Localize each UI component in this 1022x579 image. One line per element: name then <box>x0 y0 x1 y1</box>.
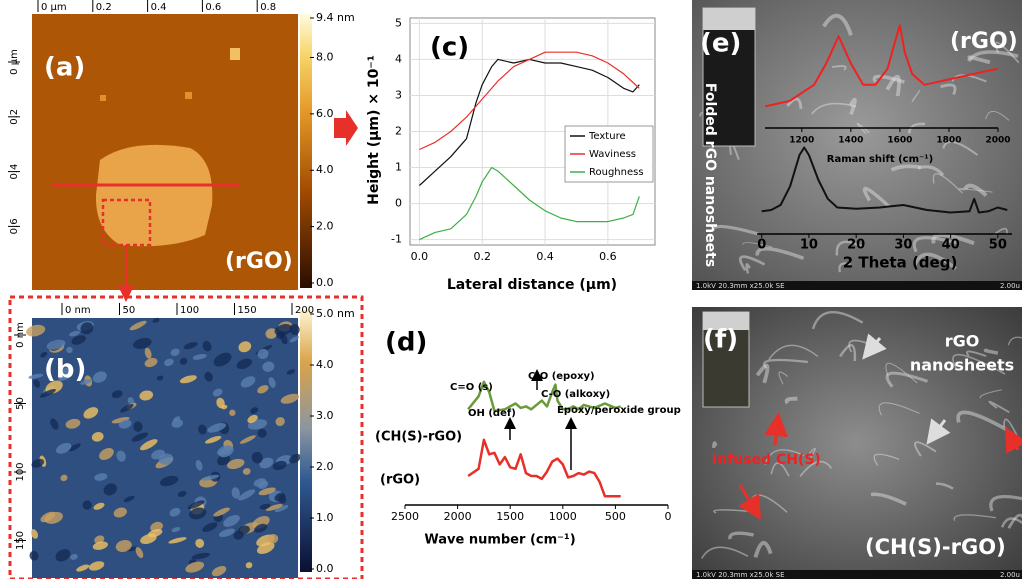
colorbar-label: 4.0 <box>316 358 334 371</box>
x-tick-label: 0.4 <box>151 2 167 13</box>
x-tick-label: 2000 <box>444 510 472 523</box>
x-tick-label: 20 <box>847 238 865 253</box>
colorbar-label: 0.0 <box>316 562 334 575</box>
x-tick-label: 0 nm <box>65 305 91 316</box>
x-tick-label: 1400 <box>838 136 863 146</box>
colorbar-label: 2.0 <box>316 220 334 233</box>
y-tick-label: 1 <box>395 161 402 174</box>
x-tick-label: 0.6 <box>205 2 221 13</box>
x-tick-label: 1000 <box>549 510 577 523</box>
colorbar-label: 6.0 <box>316 107 334 120</box>
series-label: (rGO) <box>380 473 420 488</box>
x-tick-label: 50 <box>123 305 136 316</box>
colorbar-label: 5.0 nm <box>316 307 355 320</box>
panel-label: (d) <box>385 328 427 358</box>
x-tick-label: 40 <box>942 238 960 253</box>
x-tick-label: 50 <box>989 238 1007 253</box>
x-tick-label: 0 <box>757 238 766 253</box>
y-tick-label: 0.4 <box>9 164 20 180</box>
x-tick-label: 1500 <box>496 510 524 523</box>
y-tick-label: 100 <box>15 462 26 481</box>
x-tick-label: 0.8 <box>260 2 276 13</box>
legend-label: Waviness <box>589 149 636 160</box>
sample-label: (CH(S)-rGO) <box>865 535 1006 559</box>
y-tick-label: -1 <box>391 233 402 246</box>
x-tick-label: 1600 <box>887 136 912 146</box>
x-tick-label: 100 <box>180 305 199 316</box>
y-tick-label: 0 <box>395 197 402 210</box>
annotation: C=O (s) <box>450 382 493 393</box>
afm-particle <box>100 95 106 101</box>
x-tick-label: 2500 <box>391 510 419 523</box>
colorbar <box>300 310 312 572</box>
x-tick-label: 0.0 <box>411 250 429 263</box>
x-tick-label: 0.2 <box>96 2 112 13</box>
legend-label: Texture <box>588 131 626 142</box>
rgo-flake <box>96 145 212 246</box>
colorbar-label: 0.0 <box>316 276 334 289</box>
series-label: (CH(S)-rGO) <box>375 430 462 445</box>
sem-scale: 2.00u <box>1000 571 1020 579</box>
sheet-fold <box>714 443 716 448</box>
y-tick-label: 50 <box>15 397 26 410</box>
y-axis-label: Height (µm) × 10⁻¹ <box>366 55 382 205</box>
panel-label: (c) <box>430 33 469 63</box>
colorbar-label: 4.0 <box>316 163 334 176</box>
x-tick-label: 0.6 <box>599 250 617 263</box>
sem-info: 1.0kV 20.3mm x25.0k SE <box>696 571 785 579</box>
y-tick-label: 0.2 <box>9 109 20 125</box>
x-tick-label: 0 <box>665 510 672 523</box>
x-axis-label: 2 Theta (deg) <box>843 254 958 272</box>
y-tick-label: 0.6 <box>9 218 20 234</box>
x-tick-label: 150 <box>238 305 257 316</box>
x-tick-label: 1800 <box>936 136 961 146</box>
colorbar-label: 9.4 nm <box>316 11 355 24</box>
sem-scale: 2.00u <box>1000 282 1020 290</box>
vial-cap <box>703 8 755 30</box>
panel-label: (e) <box>700 29 741 59</box>
y-tick-label: 3 <box>395 88 402 101</box>
sample-label: (rGO) <box>950 29 1018 54</box>
afm-particle <box>185 92 192 99</box>
data-line <box>468 440 621 497</box>
panel-label: (f) <box>703 325 738 355</box>
y-tick-label: 150 <box>15 531 26 550</box>
y-tick-label: 0 µm <box>9 49 20 75</box>
x-tick-label: 1200 <box>789 136 814 146</box>
y-tick-label: 2 <box>395 125 402 138</box>
x-tick-label: 2000 <box>985 136 1010 146</box>
y-tick-label: 4 <box>395 52 402 65</box>
annotation: OH (def) <box>468 408 516 419</box>
legend-label: Roughness <box>589 167 644 178</box>
colorbar-label: 3.0 <box>316 409 334 422</box>
x-tick-label: 10 <box>800 238 818 253</box>
x-tick-label: 500 <box>605 510 626 523</box>
x-axis-label: Raman shift (cm⁻¹) <box>827 154 933 165</box>
annotation: C-O (alkoxy) <box>541 389 610 400</box>
panel-label: (b) <box>44 355 86 385</box>
sem-label: rGO <box>945 332 980 351</box>
colorbar-label: 2.0 <box>316 460 334 473</box>
x-tick-label: 30 <box>894 238 912 253</box>
x-axis-label: Lateral distance (µm) <box>447 277 617 293</box>
x-tick-label: 0.4 <box>536 250 554 263</box>
figure: 0 µm 0.2 0.4 0.6 0.8 0 µm 0.2 0.4 0.6 9.4 nm 8.0 6.… <box>0 0 1022 579</box>
caption: Folded rGO nanosheets <box>702 83 718 267</box>
annotation: C-O (epoxy) <box>528 371 595 382</box>
annotation: Epoxy/peroxide group <box>557 405 681 416</box>
afm-particle <box>230 48 240 60</box>
x-tick-label: 0 µm <box>41 2 67 13</box>
sem-info: 1.0kV 20.3mm x25.0k SE <box>696 282 785 290</box>
colorbar <box>300 14 312 288</box>
sem-label: Infused CH(S) <box>712 452 821 468</box>
panel-label: (a) <box>44 53 85 83</box>
colorbar-label: 1.0 <box>316 511 334 524</box>
x-tick-label: 0.2 <box>473 250 491 263</box>
y-tick-label: 5 <box>395 16 402 29</box>
sem-label: nanosheets <box>910 356 1014 375</box>
colorbar-label: 8.0 <box>316 50 334 63</box>
y-tick-label: 0 nm <box>15 322 26 348</box>
x-axis-label: Wave number (cm⁻¹) <box>424 533 575 548</box>
sample-label: (rGO) <box>225 249 293 274</box>
